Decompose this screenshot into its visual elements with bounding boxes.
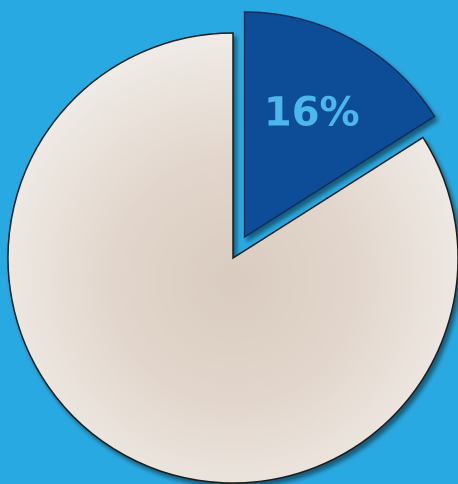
plot: 16% (7, 11, 458, 484)
pie-slice (243, 11, 436, 239)
pie-remainder (7, 32, 458, 484)
slice-label: 16% (264, 90, 360, 136)
